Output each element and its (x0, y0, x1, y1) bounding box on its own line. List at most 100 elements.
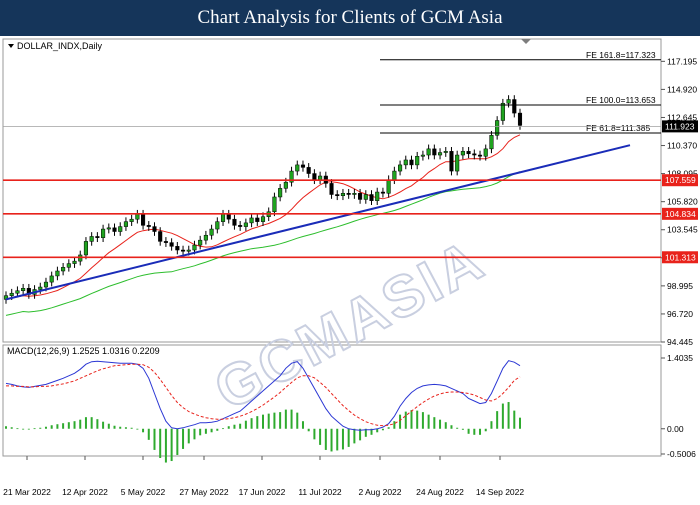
y-tick-label: 117.195 (667, 56, 697, 66)
macd-histogram-bar (376, 428, 379, 433)
macd-histogram-bar (130, 427, 133, 429)
macd-histogram-bar (467, 428, 470, 434)
macd-histogram-bar (210, 428, 213, 433)
macd-histogram-bar (159, 428, 162, 459)
candle-body (506, 99, 511, 104)
y-tick-label: 112.645 (667, 112, 697, 122)
ma-slow-line (5, 171, 521, 316)
candle-body (198, 239, 203, 246)
y-tick-label: 103.545 (667, 225, 698, 235)
macd-histogram-bar (439, 419, 442, 429)
macd-histogram-bar (364, 428, 367, 437)
x-tick-label: 21 Mar 2022 (3, 487, 51, 497)
macd-histogram-bar (136, 428, 139, 430)
macd-histogram-bar (404, 411, 407, 429)
macd-histogram-bar (96, 419, 99, 429)
macd-histogram-bar (353, 428, 356, 444)
macd-histogram-bar (370, 428, 373, 435)
candle-body (118, 226, 123, 232)
candle-body (420, 154, 425, 157)
candle-body (260, 216, 266, 222)
sr-level-label: 101.313 (665, 252, 696, 262)
macd-histogram-bar (5, 426, 7, 429)
candle-body (306, 167, 311, 174)
macd-histogram-bar (427, 414, 430, 429)
macd-histogram-bar (62, 423, 65, 429)
macd-histogram-bar (410, 410, 413, 429)
fe-level-label: FE 100.0=113.653 (586, 95, 656, 105)
macd-histogram-bar (79, 419, 82, 429)
sr-level-tag (662, 251, 698, 264)
candle-body (352, 193, 357, 195)
x-tick-label: 2 Aug 2022 (358, 487, 401, 497)
candle-body (249, 217, 254, 224)
macd-histogram-bar (22, 428, 25, 430)
candle-body (238, 225, 243, 227)
macd-histogram-bar (319, 428, 322, 445)
candle-body (449, 151, 454, 172)
macd-label: MACD(12,26,9) 1.2525 1.0316 0.2209 (7, 346, 160, 356)
macd-histogram-bar (336, 428, 339, 451)
macd-histogram-bar (461, 428, 464, 430)
candle-body (101, 228, 106, 238)
x-tick-label: 12 Apr 2022 (62, 487, 108, 497)
macd-histogram-bar (473, 428, 476, 435)
y-tick-label: 94.445 (667, 337, 693, 347)
candle-body (243, 222, 248, 227)
candle-body (106, 227, 111, 230)
macd-y-tick-label: -0.5006 (667, 449, 696, 459)
macd-histogram-bar (313, 428, 316, 440)
candle-body (329, 183, 334, 195)
macd-histogram-bar (199, 428, 202, 436)
candle-body (363, 194, 368, 200)
y-tick-label: 98.995 (667, 281, 693, 291)
macd-histogram-bar (39, 427, 42, 429)
candle-body (386, 179, 391, 194)
x-tick-label: 17 Jun 2022 (239, 487, 286, 497)
candle-body (55, 270, 60, 277)
macd-histogram-bar (279, 412, 282, 429)
macd-histogram-bar (56, 424, 59, 429)
candle-body (466, 151, 471, 155)
price-panel (2, 38, 662, 343)
macd-histogram-bar (216, 428, 219, 431)
macd-histogram-bar (290, 409, 293, 429)
candle-body (300, 164, 306, 168)
macd-histogram-bar (484, 428, 487, 432)
candle-body (443, 151, 448, 153)
macd-histogram-bar (262, 414, 264, 429)
candle-body (346, 193, 351, 195)
candle-body (495, 120, 500, 136)
macd-histogram-bar (10, 427, 13, 429)
sr-level-tag (662, 174, 698, 187)
candle-body (180, 249, 186, 252)
macd-signal-line (6, 363, 521, 427)
candle-body (192, 244, 197, 251)
macd-histogram-bar (164, 428, 167, 463)
x-tick-label: 27 May 2022 (179, 487, 228, 497)
candle-body (483, 148, 488, 157)
candle-body (392, 170, 397, 180)
macd-histogram-bar (507, 402, 510, 429)
macd-histogram-bar (284, 409, 287, 429)
macd-histogram-bar (124, 427, 127, 429)
candle-body (123, 221, 128, 227)
macd-histogram-bar (490, 421, 493, 429)
chart-shift-marker[interactable] (521, 39, 531, 44)
candle-body (152, 226, 157, 232)
macd-histogram-bar (444, 422, 447, 429)
macd-histogram-bar (67, 422, 70, 429)
y-tick-label: 96.720 (667, 309, 693, 319)
macd-histogram-bar (119, 426, 122, 429)
macd-line (5, 360, 521, 431)
candle-body (318, 175, 323, 180)
candle-body (426, 148, 431, 156)
macd-histogram-bar (399, 414, 402, 429)
macd-histogram-bar (456, 427, 459, 429)
candle-body (163, 241, 168, 243)
macd-histogram-bar (387, 427, 390, 429)
candle-body (203, 234, 208, 241)
candle-body (66, 263, 71, 268)
candle-body (38, 286, 43, 290)
symbol-dropdown-icon[interactable] (8, 44, 14, 48)
